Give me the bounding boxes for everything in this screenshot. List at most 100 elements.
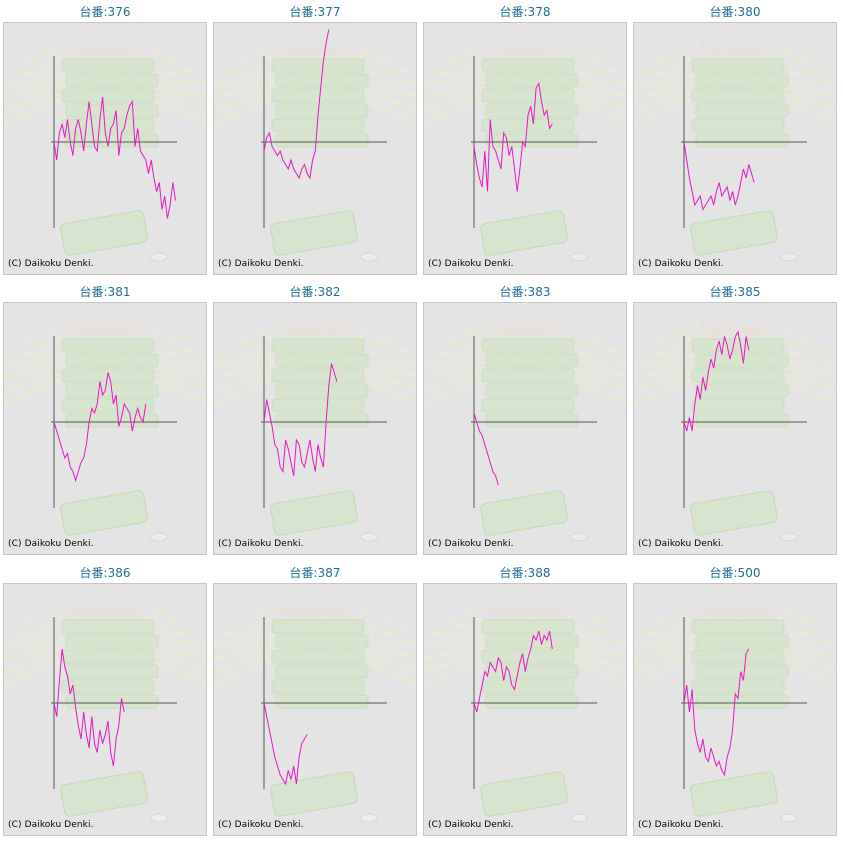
medal-box <box>275 634 369 649</box>
medal-box <box>65 634 159 649</box>
coin-pile <box>698 323 710 335</box>
machine-title-link[interactable]: 台番:388 <box>499 566 551 580</box>
sunburst-ray <box>4 359 106 392</box>
sunburst-ray <box>734 618 812 644</box>
machine-title-link[interactable]: 台番:387 <box>289 566 341 580</box>
machine-title-link[interactable]: 台番:381 <box>79 285 131 299</box>
sunburst-ray <box>4 79 106 99</box>
machine-title-link[interactable]: 台番:376 <box>79 5 131 19</box>
coin-pile <box>518 46 530 58</box>
sunburst-ray <box>734 640 836 685</box>
medal-tray <box>690 771 778 817</box>
coin-pile <box>548 604 560 616</box>
sunburst-ray <box>734 79 836 124</box>
coin-pile <box>538 607 550 619</box>
sunburst-ray <box>314 640 416 671</box>
medal-box <box>271 649 365 664</box>
chart-cell: 台番:385 (C) Daikoku Denki. <box>630 280 840 560</box>
coin-pile <box>78 607 90 619</box>
coin-pile <box>708 607 720 619</box>
machine-title-link[interactable]: 台番:385 <box>709 285 761 299</box>
slump-line <box>53 648 125 767</box>
coin <box>570 252 588 262</box>
slump-graph <box>634 40 836 262</box>
sunburst-ray <box>734 79 836 110</box>
machine-title-link[interactable]: 台番:500 <box>709 566 761 580</box>
coin-pile <box>288 46 300 58</box>
medal-box <box>695 383 789 398</box>
medal-box <box>691 368 785 383</box>
medal-box <box>691 398 785 413</box>
chart-cell: 台番:387 (C) Daikoku Denki. <box>210 561 420 841</box>
coin-pile <box>88 43 100 55</box>
sunburst-ray <box>634 640 736 660</box>
coin-pile <box>528 323 540 335</box>
machine-title-link[interactable]: 台番:382 <box>289 285 341 299</box>
coin-pile <box>538 46 550 58</box>
medal-box <box>275 133 369 148</box>
coin-pile <box>98 326 110 338</box>
machine-title-link[interactable]: 台番:378 <box>499 5 551 19</box>
slump-graph-panel: (C) Daikoku Denki. <box>423 583 627 836</box>
sunburst-ray <box>424 79 526 112</box>
copyright-label: (C) Daikoku Denki. <box>428 259 514 269</box>
sunburst-ray <box>734 337 812 363</box>
machine-title-link[interactable]: 台番:386 <box>79 566 131 580</box>
medal-box <box>695 664 789 679</box>
medal-box <box>695 73 789 88</box>
slump-line <box>473 412 499 486</box>
sunburst-ray <box>104 79 206 110</box>
coin-pile <box>68 604 80 616</box>
medal-box <box>271 398 365 413</box>
coin-pile <box>708 46 720 58</box>
copyright-label: (C) Daikoku Denki. <box>218 259 304 269</box>
sunburst-ray <box>314 79 416 97</box>
slump-line <box>473 82 553 192</box>
slump-graph-panel: (C) Daikoku Denki. <box>3 302 207 555</box>
sunburst-ray <box>634 359 736 406</box>
slump-line <box>263 702 308 786</box>
coin-pile <box>718 43 730 55</box>
slump-graph-panel: (C) Daikoku Denki. <box>633 22 837 275</box>
medal-box <box>271 88 365 103</box>
coin-pile <box>338 604 350 616</box>
medal-box <box>275 353 369 368</box>
medal-box <box>275 103 369 118</box>
medal-box <box>61 398 155 413</box>
machine-title-link[interactable]: 台番:380 <box>709 5 761 19</box>
coin-pile <box>108 604 120 616</box>
medal-box <box>275 664 369 679</box>
sunburst-ray <box>524 359 626 377</box>
medal-box <box>695 133 789 148</box>
machine-title-link[interactable]: 台番:377 <box>289 5 341 19</box>
chart-cell: 台番:386 (C) Daikoku Denki. <box>0 561 210 841</box>
coin-pile <box>68 323 80 335</box>
sunburst-ray <box>314 640 416 658</box>
sunburst-ray <box>214 640 316 687</box>
sunburst-ray <box>524 359 626 404</box>
coin-pile <box>308 326 320 338</box>
medal-box <box>271 619 365 634</box>
coin-pile <box>698 604 710 616</box>
sunburst-ray <box>634 359 736 392</box>
coin-pile <box>758 323 770 335</box>
coin-pile <box>508 43 520 55</box>
medal-box <box>61 88 155 103</box>
coin-pile <box>328 326 340 338</box>
sunburst-ray <box>634 359 736 379</box>
sunburst-ray <box>524 337 602 363</box>
background-illustration <box>424 601 626 823</box>
machine-title-link[interactable]: 台番:383 <box>499 285 551 299</box>
coin-pile <box>338 323 350 335</box>
coin-pile <box>528 43 540 55</box>
coin <box>360 813 378 823</box>
sunburst-ray <box>104 79 206 124</box>
medal-box <box>481 368 575 383</box>
medal-box <box>61 58 155 73</box>
slump-graph <box>4 40 206 262</box>
sunburst-ray <box>214 640 316 673</box>
sunburst-ray <box>314 359 416 404</box>
sunburst-ray <box>314 79 416 124</box>
slump-line <box>53 372 147 483</box>
